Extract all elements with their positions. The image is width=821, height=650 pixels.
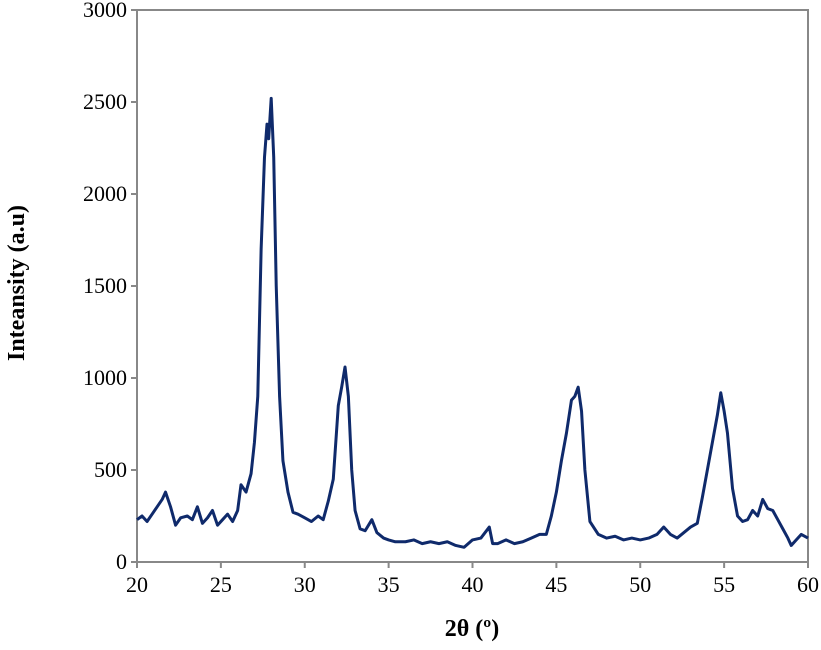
y-tick-label: 1000 xyxy=(83,365,127,390)
x-axis-label: 2θ (º) xyxy=(445,616,499,642)
x-tick-label: 45 xyxy=(545,572,567,597)
x-tick-label: 55 xyxy=(713,572,735,597)
plot-frame xyxy=(136,9,809,563)
y-tick-label: 2500 xyxy=(83,89,127,114)
x-tick-label: 30 xyxy=(294,572,316,597)
x-tick-label: 50 xyxy=(629,572,651,597)
y-tick-label: 2000 xyxy=(83,181,127,206)
y-axis-label: Inteansity (a.u) xyxy=(4,205,30,361)
y-tick-label: 500 xyxy=(94,457,127,482)
x-tick-label: 60 xyxy=(797,572,819,597)
x-tick-label: 20 xyxy=(126,572,148,597)
x-tick-label: 40 xyxy=(462,572,484,597)
y-tick-label: 1500 xyxy=(83,273,127,298)
x-tick-label: 25 xyxy=(210,572,232,597)
data-line xyxy=(136,96,809,549)
x-tick-label: 35 xyxy=(378,572,400,597)
y-tick-label: 3000 xyxy=(83,0,127,22)
y-tick-label: 0 xyxy=(116,549,127,574)
